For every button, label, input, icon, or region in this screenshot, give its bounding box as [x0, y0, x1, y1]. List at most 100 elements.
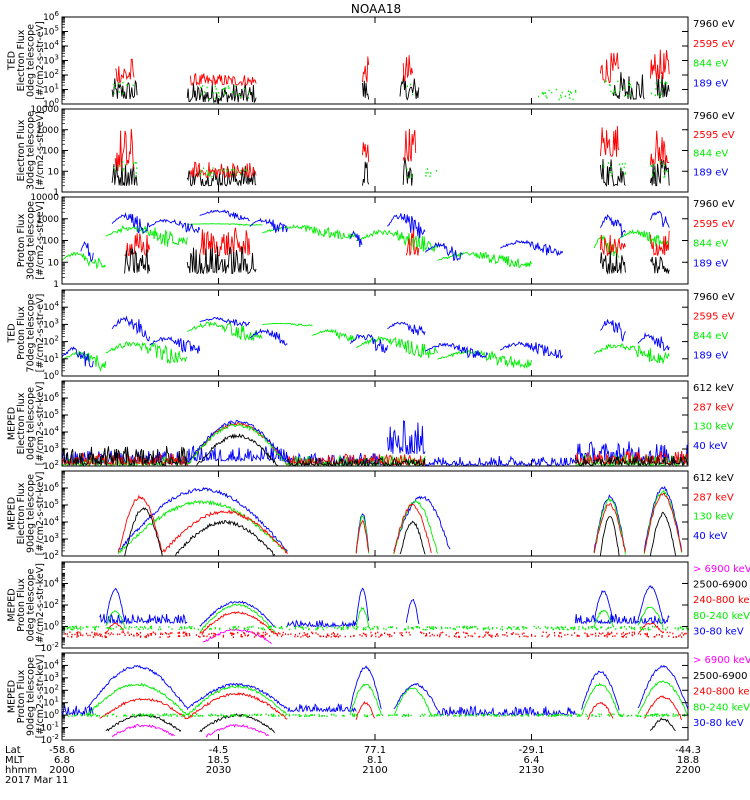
- footer-row-label: 2017 Mar 11: [5, 775, 68, 786]
- y-axis-label-line: MEPED: [7, 497, 18, 530]
- legend-entry: 130 keV: [693, 512, 734, 523]
- y-tick-label: 102: [43, 549, 59, 562]
- series-green-1: [61, 321, 670, 372]
- y-tick-label: 103: [43, 317, 59, 330]
- y-tick-label: 101: [43, 352, 59, 365]
- y-axis-label-line: Proton Flux: [16, 669, 27, 723]
- legend-entry: 7960 eV: [693, 19, 735, 30]
- y-tick-label: 105: [43, 408, 59, 421]
- y-tick-label: 100: [43, 369, 59, 382]
- legend-entry: 189 eV: [693, 351, 728, 362]
- legend-entry: 2595 eV: [693, 312, 735, 323]
- footer-hhmm-value: 2000: [49, 765, 74, 776]
- legend-entry: 30-80 keV: [693, 718, 744, 729]
- y-tick-label: 100: [42, 147, 59, 157]
- legend-entry: 80-240 keV: [693, 611, 750, 622]
- series-blue-2: [80, 209, 670, 263]
- footer-lat-value: -29.1: [519, 745, 545, 756]
- footer-lat-value: -58.6: [49, 745, 75, 756]
- footer-mlt-value: 8.1: [367, 755, 383, 766]
- y-tick-label: 10-1: [41, 721, 59, 734]
- y-tick-label: 106: [43, 481, 59, 494]
- series-blue-7: [186, 419, 288, 464]
- y-tick-label: 1: [53, 280, 59, 290]
- legend-entry: 40 keV: [693, 441, 727, 452]
- y-axis-label-line: Proton Flux: [16, 578, 27, 632]
- y-axis-label-line: 0deg telescope: [26, 568, 37, 641]
- y-tick-label: 10000: [30, 193, 59, 203]
- y-tick-label: 104: [43, 300, 59, 313]
- y-axis-label-line: [#/cm2-s-str-keV]: [35, 563, 46, 647]
- y-tick-label: 102: [43, 683, 59, 696]
- y-axis-label-line: 90deg telescope: [26, 657, 37, 736]
- panel-frame: [61, 196, 689, 285]
- y-tick-label: 104: [43, 39, 59, 52]
- y-axis-label-line: [#/cm2-s-str-keV]: [35, 382, 46, 466]
- y-axis-label-line: [#/cm2-s-str-keV]: [35, 472, 46, 556]
- legend-entry: 612 keV: [693, 383, 734, 394]
- y-axis-label-line: 30deg telescope: [26, 111, 37, 190]
- series-blue-2: [61, 315, 670, 368]
- series-green-7: [64, 713, 689, 718]
- y-tick-label: 105: [43, 25, 59, 38]
- y-tick-label: 100: [43, 97, 59, 110]
- footer-lat-value: 77.1: [364, 745, 386, 756]
- legend-entry: 189 eV: [693, 78, 728, 89]
- y-axis-label-line: Electron Flux: [16, 29, 27, 91]
- series-black-8: [196, 433, 279, 467]
- y-axis-label-line: 30deg telescope: [26, 201, 37, 280]
- y-tick-label: 1000: [36, 126, 59, 136]
- y-axis-label-line: [#/cm2-s-str-eV]: [35, 21, 46, 100]
- y-axis-label-line: MEPED: [7, 588, 18, 621]
- y-tick-label: 10-2: [41, 641, 59, 654]
- y-tick-label: 10: [48, 167, 60, 177]
- legend-entry: 240-800 keV: [693, 687, 750, 698]
- legend-entry: > 6900 keV: [693, 655, 750, 666]
- legend-entry: 844 eV: [693, 239, 728, 250]
- y-tick-label: 103: [43, 442, 59, 455]
- footer-hhmm-value: 2130: [519, 765, 544, 776]
- series-red-6: [64, 631, 687, 638]
- y-axis-label-line: [#/cm2-s-str-keV]: [35, 655, 46, 739]
- y-tick-label: 104: [43, 425, 59, 438]
- series-green-1: [61, 223, 670, 270]
- legend-entry: 287 keV: [693, 402, 734, 413]
- series-green-3: [113, 80, 668, 101]
- footer-row-label: hhmm: [5, 765, 37, 776]
- footer-lat-value: -4.5: [209, 745, 229, 756]
- y-axis-label-line: Electron Flux: [16, 392, 27, 454]
- y-tick-label: 10-2: [41, 733, 59, 746]
- series-black-1: [111, 72, 670, 105]
- legend-entry: 40 keV: [693, 531, 727, 542]
- series-green-7: [62, 625, 689, 631]
- legend-entry: 612 keV: [693, 473, 734, 484]
- series-red-3: [117, 492, 683, 555]
- y-tick-label: 10000: [30, 105, 59, 115]
- series-red-2: [114, 126, 670, 179]
- y-tick-label: 102: [43, 335, 59, 348]
- legend-entry: 240-800 keV: [693, 595, 750, 606]
- y-axis-label-line: Electron Flux: [16, 482, 27, 544]
- legend-entry: 130 keV: [693, 422, 734, 433]
- series-green-3: [105, 603, 664, 633]
- footer-lat-value: -44.3: [675, 745, 701, 756]
- series-blue-2: [105, 585, 664, 628]
- chart-title: NOAA18: [351, 2, 401, 16]
- legend-entry: 844 eV: [693, 59, 728, 70]
- y-tick-label: 100: [43, 620, 59, 633]
- series-black-1: [111, 157, 670, 188]
- series-red-4: [99, 691, 683, 721]
- y-tick-label: 1: [53, 188, 59, 198]
- series-black-4: [124, 507, 676, 557]
- legend-entry: 2500-6900: [693, 671, 748, 682]
- footer-hhmm-value: 2200: [675, 765, 700, 776]
- y-axis-label-line: TED: [7, 323, 18, 343]
- y-axis-label-line: [#/cm2-s-str-eV]: [35, 111, 46, 190]
- y-tick-label: 106: [43, 10, 59, 23]
- series-blue-1: [99, 613, 670, 628]
